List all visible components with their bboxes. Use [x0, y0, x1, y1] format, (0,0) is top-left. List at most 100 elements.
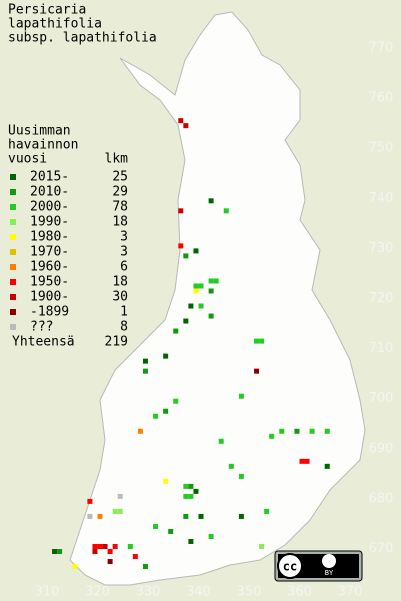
observation-square	[193, 283, 199, 289]
observation-square	[142, 564, 148, 570]
observation-square	[198, 283, 204, 289]
legend-header: vuosi	[8, 152, 47, 167]
observation-square	[183, 513, 189, 519]
y-tick-label: 700	[369, 391, 394, 406]
observation-square	[183, 318, 189, 324]
observation-square	[198, 513, 204, 519]
observation-square	[183, 493, 189, 499]
legend-count: 3	[120, 230, 128, 245]
observation-square	[208, 313, 214, 319]
observation-square	[193, 288, 199, 294]
observation-square	[107, 549, 113, 555]
observation-square	[117, 508, 123, 514]
observation-square	[168, 528, 174, 534]
observation-square	[299, 458, 305, 464]
legend-count: 25	[112, 170, 128, 185]
legend-label: -1899	[30, 305, 69, 320]
observation-square	[208, 288, 214, 294]
legend-swatch	[10, 324, 16, 330]
legend-swatch	[10, 204, 16, 210]
observation-square	[193, 248, 199, 254]
observation-square	[107, 559, 113, 565]
observation-square	[142, 368, 148, 374]
legend-swatch	[10, 279, 16, 285]
y-tick-label: 750	[369, 141, 394, 156]
legend-count: 29	[112, 185, 128, 200]
legend-label: 2015-	[30, 170, 69, 185]
legend-label: 2000-	[30, 200, 69, 215]
legend-header: havainnon	[8, 138, 78, 153]
legend-count: 78	[112, 200, 128, 215]
legend-swatch	[10, 249, 16, 255]
legend-count: 18	[112, 215, 128, 230]
observation-square	[188, 493, 194, 499]
observation-square	[193, 488, 199, 494]
observation-square	[228, 463, 234, 469]
observation-square	[57, 549, 63, 555]
legend-swatch	[10, 264, 16, 270]
legend-count: 30	[112, 290, 128, 305]
legend-count: 6	[120, 260, 128, 275]
total-count: 219	[105, 335, 128, 350]
observation-square	[188, 538, 194, 544]
y-tick-label: 670	[369, 542, 394, 557]
observation-square	[208, 533, 214, 539]
observation-square	[102, 544, 108, 549]
observation-square	[264, 508, 270, 514]
observation-square	[324, 428, 330, 434]
observation-square	[112, 508, 118, 514]
observation-square	[238, 473, 244, 479]
license-cc: cc	[283, 560, 297, 574]
observation-square	[188, 483, 194, 489]
observation-square	[259, 544, 265, 549]
legend-swatch	[10, 234, 16, 240]
y-tick-label: 740	[369, 191, 394, 206]
title-line: lapathifolia	[8, 17, 102, 32]
observation-square	[183, 123, 189, 129]
legend-count: 3	[120, 245, 128, 260]
license-badge: cc BY	[274, 550, 363, 582]
observation-square	[97, 544, 103, 549]
legend-label: 1970-	[30, 245, 69, 260]
observation-square	[259, 338, 265, 344]
observation-square	[153, 413, 159, 419]
observation-square	[52, 549, 58, 555]
legend-label: 1950-	[30, 275, 69, 290]
observation-square	[87, 498, 93, 504]
observation-square	[324, 463, 330, 469]
observation-square	[163, 353, 169, 359]
observation-square	[294, 428, 300, 434]
x-tick-label: 370	[338, 585, 363, 600]
y-tick-label: 760	[369, 91, 394, 106]
y-tick-label: 770	[369, 41, 394, 56]
observation-square	[304, 458, 310, 464]
legend-label: 1900-	[30, 290, 69, 305]
total-label: Yhteensä	[12, 335, 75, 350]
legend-label: 1960-	[30, 260, 69, 275]
title-line: Persicaria	[8, 3, 86, 18]
x-tick-label: 320	[85, 585, 110, 600]
observation-square	[112, 544, 118, 549]
observation-square	[153, 523, 159, 529]
observation-square	[132, 554, 138, 560]
observation-square	[178, 208, 184, 214]
observation-square	[208, 198, 214, 204]
observation-square	[183, 483, 189, 489]
legend-swatch	[10, 189, 16, 195]
observation-square	[238, 513, 244, 519]
title-line: subsp. lapathifolia	[8, 31, 157, 46]
x-tick-label: 340	[186, 585, 211, 600]
x-tick-label: 350	[237, 585, 262, 600]
observation-square	[238, 393, 244, 399]
observation-square	[309, 428, 315, 434]
legend-swatch	[10, 309, 16, 315]
y-tick-label: 710	[369, 341, 394, 356]
y-tick-label: 680	[369, 491, 394, 506]
observation-square	[97, 513, 103, 519]
y-tick-label: 720	[369, 291, 394, 306]
legend-header: Uusimman	[8, 124, 71, 139]
legend-label: 2010-	[30, 185, 69, 200]
legend-count: 1	[120, 305, 128, 320]
observation-square	[127, 544, 133, 549]
